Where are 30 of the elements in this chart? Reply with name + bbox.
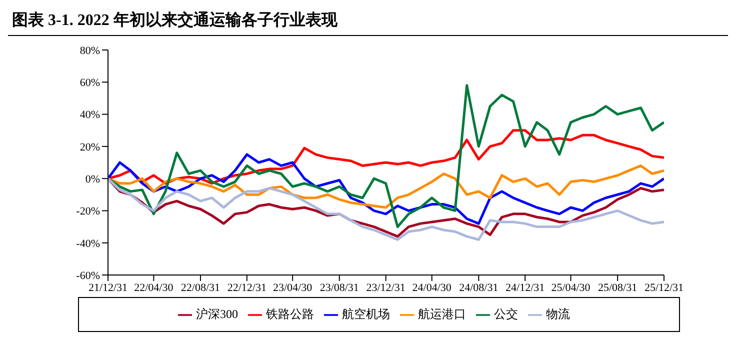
x-tick-label: 23/04/30 <box>273 282 313 294</box>
line-series <box>108 84 664 228</box>
legend-label: 沪深300 <box>196 307 238 321</box>
legend-label: 航运港口 <box>418 307 466 321</box>
legend-label: 公交 <box>494 307 518 321</box>
x-tick-label: 22/04/30 <box>134 282 174 294</box>
y-tick-label: 80% <box>80 44 100 57</box>
x-tick-label: 22/08/31 <box>180 282 220 294</box>
legend-label: 航空机场 <box>342 307 390 321</box>
x-tick-label: 23/08/31 <box>320 282 359 294</box>
x-tick-label: 23/12/31 <box>366 282 406 294</box>
x-tick-label: 22/12/31 <box>227 282 266 294</box>
chart-title: 图表 3-1. 2022 年初以来交通运输各子行业表现 <box>8 8 728 36</box>
y-tick-label: -20% <box>76 206 100 218</box>
x-tick-label: 24/08/31 <box>459 282 498 294</box>
y-tick-label: 20% <box>80 141 100 154</box>
y-tick-label: -40% <box>76 238 100 250</box>
y-tick-label: 60% <box>80 77 100 90</box>
x-tick-label: 21/12/31 <box>88 282 128 294</box>
legend-label: 铁路公路 <box>266 307 314 321</box>
x-tick-label: 24/04/30 <box>412 282 452 294</box>
y-tick-label: 0% <box>85 173 100 186</box>
legend-label: 物流 <box>546 307 570 321</box>
x-tick-label: 24/12/31 <box>506 282 545 294</box>
line-series <box>108 164 664 209</box>
x-tick-label: 25/04/30 <box>551 282 591 294</box>
x-tick-label: 25/08/31 <box>598 282 638 294</box>
x-tick-label: 25/12/31 <box>644 282 684 294</box>
y-tick-label: -60% <box>76 270 100 282</box>
y-tick-label: 40% <box>80 109 100 122</box>
